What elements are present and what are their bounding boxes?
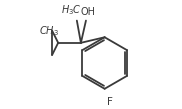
Text: $H_3C$: $H_3C$ [62,3,82,17]
Text: $CH_3$: $CH_3$ [39,25,59,38]
Text: F: F [107,97,113,107]
Text: OH: OH [81,7,96,17]
